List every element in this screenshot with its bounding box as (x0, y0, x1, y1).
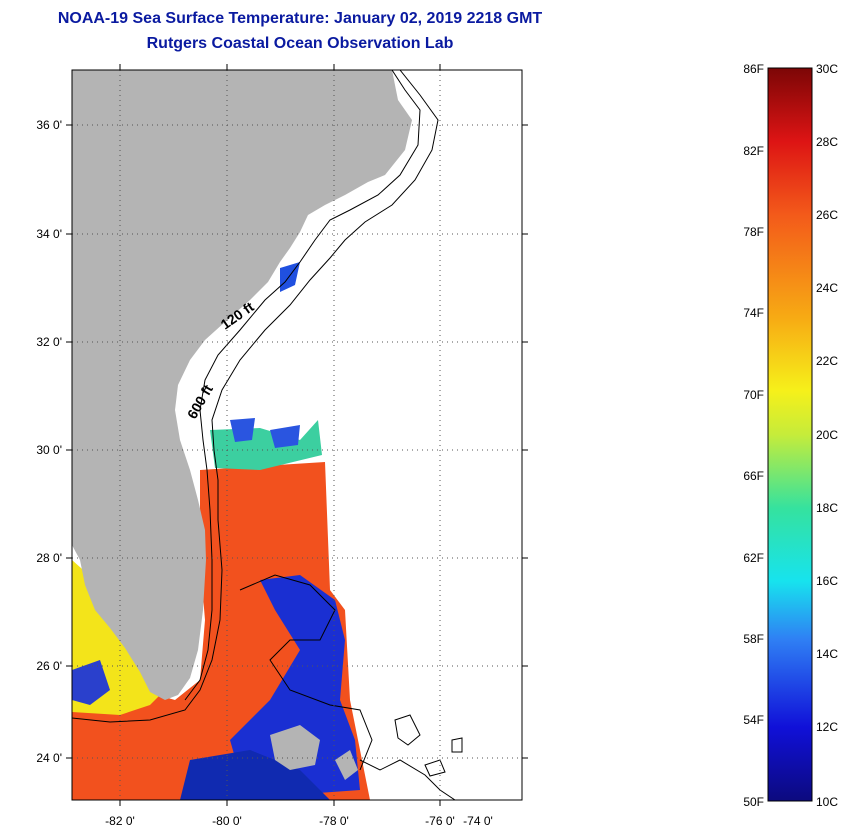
cb-f-label: 62F (743, 551, 764, 565)
sst-cold-patch-bahamas (230, 575, 360, 795)
cb-f-label: 50F (743, 795, 764, 809)
colorbar-celsius: 30C 28C 26C 24C 22C 20C 18C 16C 14C 12C … (816, 62, 838, 809)
cb-c-label: 22C (816, 354, 838, 368)
sst-cold-patch-south (180, 750, 330, 800)
cb-c-label: 18C (816, 501, 838, 515)
lon-label: -82 0' (105, 814, 135, 828)
colorbar-fahrenheit: 86F 82F 78F 74F 70F 66F 62F 58F 54F 50F (743, 62, 764, 809)
lat-label: 34 0' (36, 227, 62, 241)
isobath-120ft (184, 70, 421, 701)
cb-c-label: 30C (816, 62, 838, 76)
cuba-contour (359, 759, 456, 800)
cb-c-label: 28C (816, 135, 838, 149)
lon-label: -80 0' (212, 814, 242, 828)
lon-label: -78 0' (319, 814, 349, 828)
sst-cold-patch-keys (72, 660, 110, 705)
cb-f-label: 82F (743, 144, 764, 158)
cb-f-label: 58F (743, 632, 764, 646)
cb-c-label: 14C (816, 647, 838, 661)
cb-c-label: 24C (816, 281, 838, 295)
cb-c-label: 16C (816, 574, 838, 588)
cb-f-label: 54F (743, 713, 764, 727)
map-subtitle: Rutgers Coastal Ocean Observation Lab (146, 35, 454, 52)
cb-f-label: 78F (743, 225, 764, 239)
cb-c-label: 12C (816, 720, 838, 734)
lat-label: 30 0' (36, 443, 62, 457)
axis-ticks (66, 64, 528, 806)
lat-label: 24 0' (36, 751, 62, 765)
cb-f-label: 86F (743, 62, 764, 76)
isobath-600ft (72, 70, 439, 723)
lon-label: -74 0' (463, 814, 493, 828)
bahamas-contour (239, 574, 373, 771)
cb-f-label: 66F (743, 469, 764, 483)
land-us-coast (72, 70, 412, 700)
cb-f-label: 70F (743, 388, 764, 402)
land-bahamas (270, 725, 358, 780)
land-islands-outline (394, 714, 463, 777)
sst-cloud-edge-blue (230, 418, 300, 448)
map-frame (71, 69, 523, 801)
graticule (72, 70, 522, 800)
colorbar (767, 67, 813, 802)
cb-f-label: 74F (743, 306, 764, 320)
map-title: NOAA-19 Sea Surface Temperature: January… (57, 10, 543, 27)
cb-c-label: 10C (816, 795, 838, 809)
lat-label: 36 0' (36, 118, 62, 132)
lat-label: 32 0' (36, 335, 62, 349)
cb-c-label: 26C (816, 208, 838, 222)
lon-label: -76 0' (425, 814, 455, 828)
lat-label: 26 0' (36, 659, 62, 673)
lat-label: 28 0' (36, 551, 62, 565)
cb-c-label: 20C (816, 428, 838, 442)
